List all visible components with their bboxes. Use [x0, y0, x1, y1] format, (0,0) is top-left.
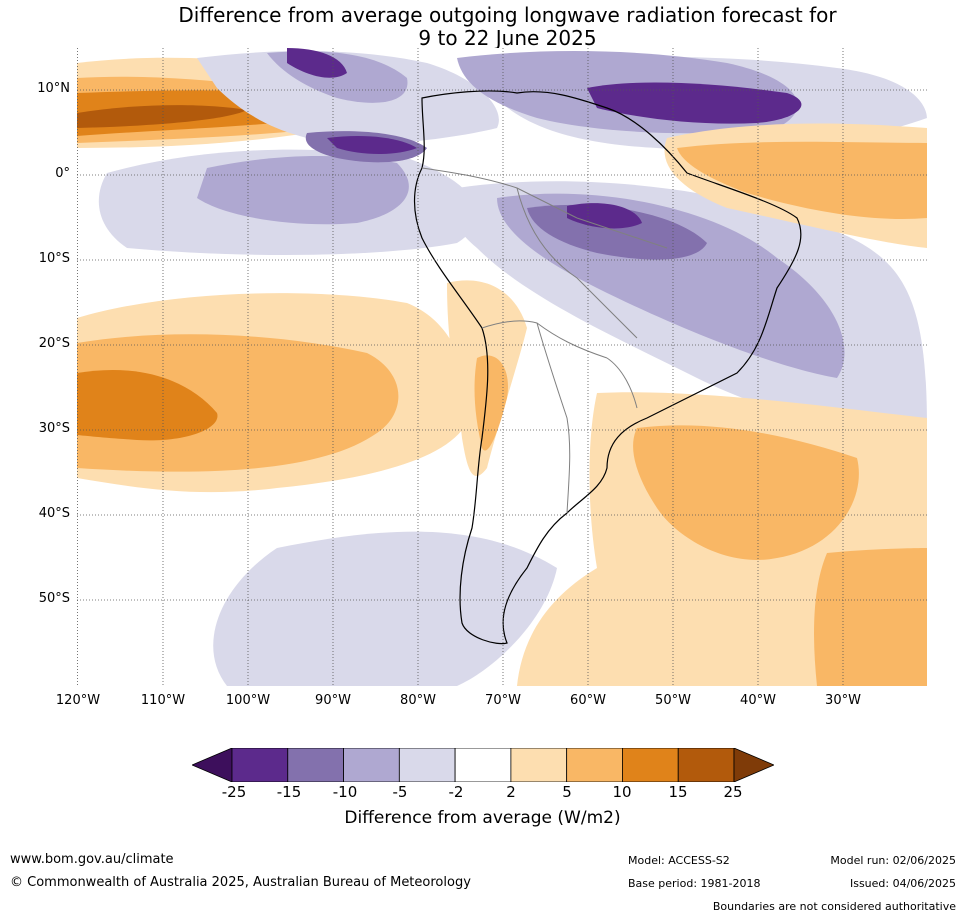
colorbar-tick: -2	[448, 783, 464, 801]
lat-label-50s: 50°S	[38, 591, 70, 606]
atlantic-positive-anomaly	[447, 123, 927, 686]
colorbar-cell	[677, 748, 735, 782]
colorbar-tick: -10	[332, 783, 358, 801]
colorbar-cell	[566, 748, 623, 782]
map-title: Difference from average outgoing longwav…	[0, 4, 965, 50]
footer-url[interactable]: www.bom.gov.au/climate	[10, 852, 174, 867]
graticule	[77, 48, 927, 686]
colorbar-label: Difference from average (W/m2)	[344, 808, 621, 828]
lon-label-50w: 50°W	[655, 693, 691, 708]
colorbar-tick: -15	[276, 783, 302, 801]
country-borders	[421, 167, 668, 514]
lon-label-80w: 80°W	[400, 693, 436, 708]
lat-label-10s: 10°S	[38, 251, 70, 266]
colorbar-cell	[454, 748, 512, 782]
lon-label-100w: 100°W	[225, 693, 271, 708]
lat-label-10n: 10°N	[37, 81, 70, 96]
lon-label-60w: 60°W	[570, 693, 606, 708]
colorbar-cell	[622, 748, 679, 782]
colorbar	[192, 748, 774, 782]
anomaly-map	[77, 48, 927, 686]
title-line-2: 9 to 22 June 2025	[418, 26, 597, 50]
colorbar-tick: 5	[562, 783, 572, 801]
colorbar-cell	[231, 748, 289, 782]
footer-disclaimer: Boundaries are not considered authoritat…	[712, 900, 956, 913]
negative-anomaly-regions	[98, 48, 927, 686]
colorbar-tick: -5	[392, 783, 408, 801]
footer-issued: Issued: 04/06/2025	[849, 877, 956, 890]
footer-copyright: © Commonwealth of Australia 2025, Austra…	[10, 875, 471, 890]
colorbar-cell	[287, 748, 344, 782]
colorbar-cell	[510, 748, 568, 782]
lon-label-90w: 90°W	[315, 693, 351, 708]
colorbar-ticks: -25 -15 -10 -5 -2 2 5 10 15 25	[0, 783, 965, 803]
colorbar-tick: 2	[506, 783, 516, 801]
lon-label-110w: 110°W	[140, 693, 186, 708]
lat-label-30s: 30°S	[38, 421, 70, 436]
colorbar-extend-low	[192, 748, 233, 782]
lat-label-20s: 20°S	[38, 336, 70, 351]
colorbar-tick: 25	[723, 783, 743, 801]
south-america-outline	[413, 90, 802, 645]
colorbar-tick: 10	[612, 783, 632, 801]
footer-base-period: Base period: 1981-2018	[628, 877, 761, 890]
colorbar-tick: 15	[668, 783, 688, 801]
lat-label-40s: 40°S	[38, 506, 70, 521]
lon-label-30w: 30°W	[825, 693, 861, 708]
footer-model-run: Model run: 02/06/2025	[830, 854, 956, 867]
lat-label-0: 0°	[55, 166, 70, 181]
colorbar-cell	[343, 748, 400, 782]
footer-model: Model: ACCESS-S2	[628, 854, 730, 867]
colorbar-extend-high	[733, 748, 774, 782]
colorbar-cell	[398, 748, 456, 782]
lon-label-70w: 70°W	[485, 693, 521, 708]
colorbar-tick: -25	[221, 783, 247, 801]
lon-label-120w: 120°W	[55, 693, 101, 708]
lon-label-40w: 40°W	[740, 693, 776, 708]
title-line-1: Difference from average outgoing longwav…	[178, 3, 837, 27]
pacific-positive-anomaly	[77, 293, 468, 493]
